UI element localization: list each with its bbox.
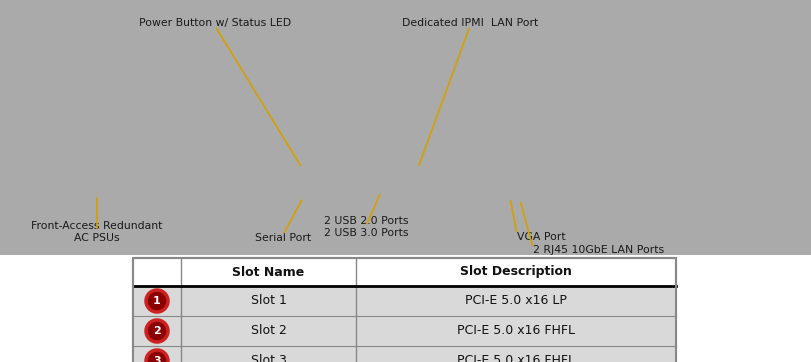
Text: PCI-E 5.0 x16 LP: PCI-E 5.0 x16 LP (465, 295, 566, 307)
Text: VGA Port: VGA Port (517, 232, 565, 242)
Text: PCI-E 5.0 x16 FHFL: PCI-E 5.0 x16 FHFL (457, 324, 574, 337)
Text: 2: 2 (153, 326, 161, 336)
Circle shape (146, 350, 168, 362)
FancyBboxPatch shape (133, 316, 676, 346)
FancyBboxPatch shape (133, 346, 676, 362)
FancyBboxPatch shape (133, 286, 676, 316)
Text: 2 RJ45 10GbE LAN Ports: 2 RJ45 10GbE LAN Ports (532, 245, 663, 255)
Text: PCI-E 5.0 x16 FHFL: PCI-E 5.0 x16 FHFL (457, 354, 574, 362)
Text: Serial Port: Serial Port (255, 233, 311, 243)
Text: Slot 3: Slot 3 (251, 354, 286, 362)
Text: Slot 2: Slot 2 (251, 324, 286, 337)
FancyBboxPatch shape (0, 0, 811, 255)
Text: Slot Description: Slot Description (460, 265, 571, 278)
Circle shape (146, 320, 168, 342)
Text: 1: 1 (153, 296, 161, 306)
Text: Power Button w/ Status LED: Power Button w/ Status LED (139, 18, 290, 28)
Text: Front-Access Redundant
AC PSUs: Front-Access Redundant AC PSUs (32, 222, 162, 243)
Text: Dedicated IPMI  LAN Port: Dedicated IPMI LAN Port (401, 18, 538, 28)
Text: Slot Name: Slot Name (232, 265, 304, 278)
Text: Slot 1: Slot 1 (251, 295, 286, 307)
FancyBboxPatch shape (133, 258, 676, 362)
Text: 3: 3 (153, 356, 161, 362)
Text: 2 USB 2.0 Ports
2 USB 3.0 Ports: 2 USB 2.0 Ports 2 USB 3.0 Ports (324, 216, 408, 238)
Circle shape (146, 290, 168, 312)
